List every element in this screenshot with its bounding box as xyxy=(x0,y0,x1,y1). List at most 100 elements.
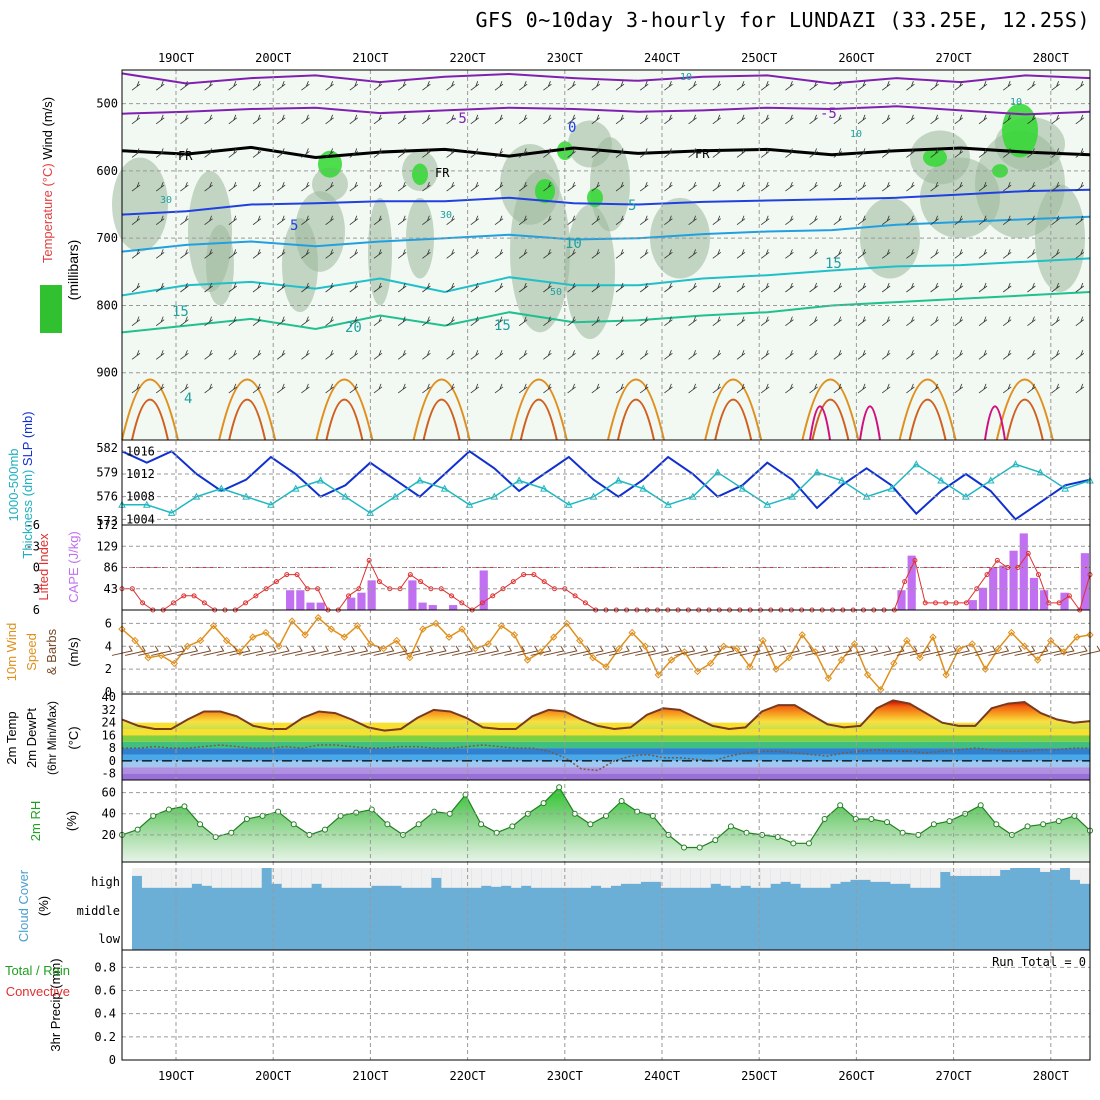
date-label-top: 21OCT xyxy=(352,51,388,65)
wind-barb xyxy=(975,645,997,656)
wind-barb xyxy=(639,114,649,125)
wind-barb xyxy=(639,181,649,192)
grid-layer xyxy=(122,70,1090,1061)
lifted-tick-label: 3 xyxy=(33,582,40,596)
warm-isotherm xyxy=(228,398,267,441)
thickness-point xyxy=(167,508,176,516)
wind-barb xyxy=(518,282,528,293)
wind-barb xyxy=(228,181,238,192)
wind-barb xyxy=(978,148,988,158)
wind-barb xyxy=(276,316,286,326)
thickness-point xyxy=(564,500,573,508)
wind-barb xyxy=(180,282,189,293)
wind-barb xyxy=(567,282,576,293)
freezing-level-label: FR xyxy=(435,166,450,180)
isotherm-line xyxy=(121,72,1091,85)
wind-barb xyxy=(349,316,359,326)
wind-barb xyxy=(857,316,867,326)
wind-barb xyxy=(567,148,576,158)
warm-isotherm xyxy=(898,378,957,441)
date-label-bottom: 20OCT xyxy=(255,1069,291,1083)
wind-barb xyxy=(397,81,407,91)
rh-high-area xyxy=(587,188,603,208)
wind-barb xyxy=(760,383,770,394)
wind-barb xyxy=(881,114,891,125)
rh-point xyxy=(587,821,594,828)
wind10-axis-label-2: Speed xyxy=(24,633,39,671)
wind-barb xyxy=(518,148,528,158)
wind-barb xyxy=(1027,383,1036,394)
temp-color-band xyxy=(122,754,1090,761)
wind-barb xyxy=(906,148,915,158)
wind-barb xyxy=(881,249,891,259)
cape-bar xyxy=(306,602,315,610)
wind-barb xyxy=(857,148,867,158)
warm-isotherm xyxy=(315,378,374,441)
wind-speed-point xyxy=(798,631,806,639)
contour-label: -5 xyxy=(820,106,837,122)
wind-barb xyxy=(543,249,552,259)
wind-barb xyxy=(422,350,431,360)
wind-barb xyxy=(785,249,794,259)
wind-barb xyxy=(954,249,964,259)
wind-barb xyxy=(155,316,165,326)
wind-barb xyxy=(978,215,988,226)
wind-barb xyxy=(1027,81,1036,91)
wind-speed-point xyxy=(916,654,924,662)
wind-barb xyxy=(870,645,892,656)
wind-barb xyxy=(809,383,818,394)
wind-speed-line xyxy=(121,616,1091,692)
cloud-high-gap xyxy=(860,868,871,880)
thickness-point xyxy=(639,484,648,492)
wind-barb xyxy=(760,81,770,91)
cloud-high-gap xyxy=(611,868,621,886)
wind-barb xyxy=(844,645,866,656)
cloud-high-gap xyxy=(1050,868,1061,870)
wind-barb xyxy=(518,316,528,326)
wind-barb xyxy=(582,645,604,656)
wind-speed-point xyxy=(863,671,872,679)
wind-barb xyxy=(591,350,601,360)
wind-barb xyxy=(639,148,649,158)
rh-point xyxy=(821,816,828,822)
wind-barb xyxy=(1027,350,1036,360)
temperature-line xyxy=(121,699,1091,732)
thickness-point xyxy=(142,500,151,508)
wind-barb xyxy=(831,645,853,656)
axis-label-part: 2m DewPt xyxy=(24,708,39,768)
lifted-index-point xyxy=(490,593,496,599)
wind-barb xyxy=(204,114,213,125)
cloud-high-gap xyxy=(650,868,661,882)
wind-barb xyxy=(494,282,504,293)
wind-barb xyxy=(252,81,262,91)
wind-barb xyxy=(760,350,770,360)
wind-speed-point xyxy=(445,633,453,641)
lifted-index-point xyxy=(449,593,455,599)
contour-label: 30 xyxy=(160,195,172,206)
cape-tick-label: 43 xyxy=(104,582,118,596)
wind-barb xyxy=(164,645,186,656)
wind-barb xyxy=(325,383,334,394)
wind-barb xyxy=(349,249,359,259)
lifted-index-point xyxy=(510,579,516,585)
wind-barb xyxy=(180,316,189,326)
temperature-area xyxy=(122,700,1090,731)
wind-barb xyxy=(422,316,431,326)
lifted-index-point xyxy=(912,557,918,563)
wind-barb xyxy=(688,316,697,326)
wind-barb xyxy=(1051,148,1060,158)
warm-isotherm xyxy=(617,398,655,441)
contour-label: 10 xyxy=(850,129,862,140)
wind-barb xyxy=(422,249,431,259)
axis-label-part: Lifted Index xyxy=(36,533,51,601)
lifted-index-point xyxy=(1036,572,1042,578)
wind-barb xyxy=(131,148,141,158)
wind-speed-point xyxy=(1007,628,1016,637)
rh-point xyxy=(165,806,172,813)
wind-barb xyxy=(809,316,818,326)
wind-barb xyxy=(543,282,552,293)
wind-barb xyxy=(386,645,408,656)
wind-barb xyxy=(833,316,843,326)
wind-speed-point xyxy=(824,674,833,682)
contour-label: 20 xyxy=(345,320,362,336)
